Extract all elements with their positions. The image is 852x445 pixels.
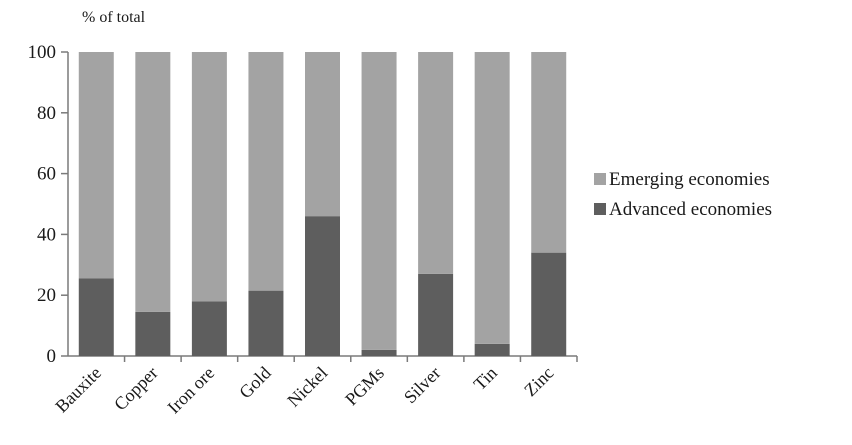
bar-advanced-economies (475, 344, 510, 356)
y-tick-label: 80 (37, 103, 56, 124)
bar-advanced-economies (362, 350, 397, 356)
y-tick-label: 40 (37, 224, 56, 245)
legend-swatch (594, 203, 606, 215)
legend-label: Emerging economies (609, 169, 770, 190)
legend-swatch (594, 173, 606, 185)
bar-advanced-economies (531, 253, 566, 356)
y-tick-label: 0 (47, 346, 57, 367)
x-tick-label: Nickel (283, 363, 331, 411)
bar-emerging-economies (79, 52, 114, 278)
x-tick-label: Tin (470, 363, 501, 394)
bar-emerging-economies (475, 52, 510, 344)
bar-advanced-economies (135, 312, 170, 356)
x-tick-label: Copper (110, 363, 162, 415)
x-tick-label: PGMs (341, 363, 388, 410)
bar-advanced-economies (248, 291, 283, 356)
x-tick-label: Bauxite (51, 363, 105, 417)
y-tick-label: 100 (28, 42, 57, 63)
bar-emerging-economies (305, 52, 340, 216)
bar-advanced-economies (79, 278, 114, 356)
x-tick-label: Gold (235, 363, 275, 403)
bar-series (79, 52, 566, 356)
x-tick-label: Iron ore (163, 363, 218, 418)
bar-advanced-economies (192, 301, 227, 356)
bar-emerging-economies (192, 52, 227, 301)
bar-emerging-economies (135, 52, 170, 312)
legend: Emerging economies Advanced economies (594, 169, 772, 220)
y-axis-ticks: 0 20 40 60 80 100 (28, 42, 69, 367)
bar-advanced-economies (418, 274, 453, 356)
bar-emerging-economies (531, 52, 566, 253)
y-tick-label: 20 (37, 285, 56, 306)
bar-emerging-economies (248, 52, 283, 291)
y-unit-label: % of total (82, 9, 146, 26)
y-tick-label: 60 (37, 164, 56, 185)
bar-emerging-economies (362, 52, 397, 350)
bar-emerging-economies (418, 52, 453, 274)
bar-advanced-economies (305, 216, 340, 356)
x-tick-label: Zinc (520, 363, 557, 400)
legend-label: Advanced economies (609, 199, 772, 220)
x-axis-ticks: Bauxite Copper Iron ore Gold Nickel PGMs Silve… (51, 356, 577, 417)
x-tick-label: Silver (400, 363, 445, 408)
